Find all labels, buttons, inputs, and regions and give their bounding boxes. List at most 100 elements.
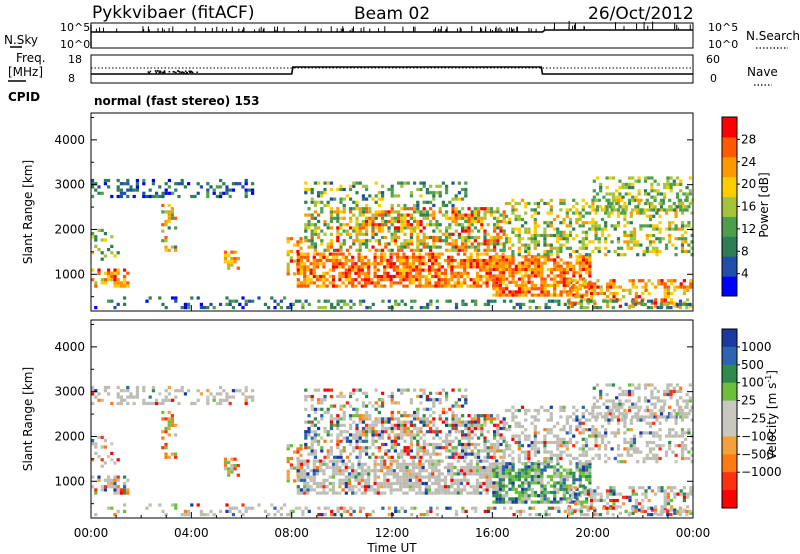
power-cell bbox=[579, 306, 583, 310]
power-cell bbox=[517, 240, 521, 244]
power-cell bbox=[103, 238, 107, 242]
power-cell bbox=[514, 201, 518, 206]
velocity-cell bbox=[568, 428, 573, 432]
velocity-cell bbox=[167, 410, 171, 415]
power-cell bbox=[621, 205, 625, 209]
velocity-cell bbox=[492, 465, 496, 469]
velocity-cell bbox=[581, 437, 585, 441]
power-cell bbox=[454, 229, 458, 233]
power-cell bbox=[413, 248, 417, 252]
power-cell bbox=[97, 191, 101, 195]
velocity-cell bbox=[409, 455, 413, 459]
velocity-cell bbox=[461, 423, 465, 427]
velocity-cell bbox=[540, 474, 544, 479]
power-cell bbox=[424, 252, 428, 256]
velocity-cell bbox=[502, 439, 506, 443]
power-cell bbox=[440, 271, 444, 275]
power-cell bbox=[142, 191, 146, 195]
velocity-cell bbox=[470, 442, 474, 447]
velocity-cell bbox=[591, 408, 595, 413]
power-cell bbox=[615, 195, 619, 199]
power-cell bbox=[556, 214, 560, 218]
power-cell bbox=[599, 182, 603, 186]
velocity-cell bbox=[379, 485, 384, 489]
power-cell bbox=[148, 296, 152, 300]
power-cell bbox=[349, 232, 353, 236]
velocity-cell bbox=[357, 475, 361, 479]
power-cell bbox=[402, 252, 406, 256]
power-cell bbox=[336, 207, 340, 211]
power-cell bbox=[361, 219, 365, 224]
power-cell bbox=[562, 271, 566, 275]
velocity-cell bbox=[223, 467, 228, 471]
velocity-cell bbox=[501, 494, 506, 498]
velocity-cell bbox=[322, 485, 326, 489]
velocity-cell bbox=[501, 484, 506, 488]
power-cell bbox=[231, 188, 235, 192]
velocity-cell bbox=[480, 449, 484, 453]
power-cell bbox=[445, 235, 449, 240]
velocity-cell bbox=[363, 488, 368, 492]
power-cell bbox=[639, 224, 643, 228]
power-cell bbox=[556, 283, 560, 288]
velocity-cell bbox=[480, 426, 484, 431]
power-cell bbox=[482, 252, 486, 256]
velocity-cell bbox=[365, 391, 369, 395]
power-colorbar-segment bbox=[722, 176, 737, 198]
velocity-cell bbox=[448, 442, 452, 447]
power-cell bbox=[599, 288, 603, 292]
power-cell bbox=[457, 248, 461, 252]
power-cell bbox=[627, 306, 631, 310]
velocity-cell bbox=[648, 440, 653, 445]
velocity-cell bbox=[371, 436, 375, 440]
velocity-cell bbox=[313, 452, 317, 456]
velocity-cell bbox=[553, 474, 557, 479]
power-cell bbox=[330, 302, 334, 306]
power-cell bbox=[647, 192, 651, 196]
power-cell bbox=[384, 213, 388, 217]
power-cell bbox=[397, 203, 401, 208]
power-cell bbox=[668, 224, 672, 228]
velocity-cell bbox=[629, 428, 633, 432]
velocity-cell bbox=[464, 401, 468, 405]
power-cell bbox=[296, 258, 300, 263]
velocity-cell bbox=[655, 444, 659, 448]
power-cell bbox=[129, 185, 133, 189]
power-cell bbox=[464, 191, 468, 195]
velocity-cell bbox=[556, 440, 560, 445]
power-cell bbox=[312, 271, 316, 275]
power-cell bbox=[490, 299, 494, 303]
velocity-cell bbox=[322, 478, 326, 482]
velocity-cell bbox=[578, 481, 582, 485]
power-cell bbox=[682, 285, 686, 289]
power-cell bbox=[533, 287, 538, 291]
velocity-cell bbox=[384, 420, 388, 424]
power-cell bbox=[228, 302, 232, 306]
power-cell bbox=[381, 191, 385, 195]
velocity-cell bbox=[543, 494, 547, 498]
power-cell bbox=[546, 283, 550, 288]
velocity-cell bbox=[575, 428, 579, 432]
velocity-cell bbox=[286, 479, 290, 483]
power-cell bbox=[472, 258, 476, 263]
velocity-cell bbox=[333, 417, 337, 421]
velocity-cell bbox=[416, 394, 420, 399]
velocity-cell bbox=[392, 481, 396, 486]
power-cell bbox=[492, 255, 496, 259]
velocity-cell bbox=[413, 455, 417, 459]
velocity-cell bbox=[485, 485, 489, 489]
power-cell bbox=[445, 229, 449, 233]
velocity-cell bbox=[406, 388, 410, 392]
velocity-cell bbox=[524, 468, 528, 472]
power-cell bbox=[438, 210, 442, 214]
velocity-cell bbox=[584, 440, 589, 445]
velocity-cell bbox=[319, 481, 323, 486]
power-cell bbox=[517, 283, 522, 288]
power-cell bbox=[345, 229, 349, 233]
power-cell bbox=[604, 246, 608, 250]
velocity-cell bbox=[386, 481, 390, 486]
power-cell bbox=[408, 271, 412, 275]
power-cell bbox=[679, 205, 683, 209]
power-cell bbox=[387, 306, 391, 310]
power-cell bbox=[483, 235, 487, 240]
